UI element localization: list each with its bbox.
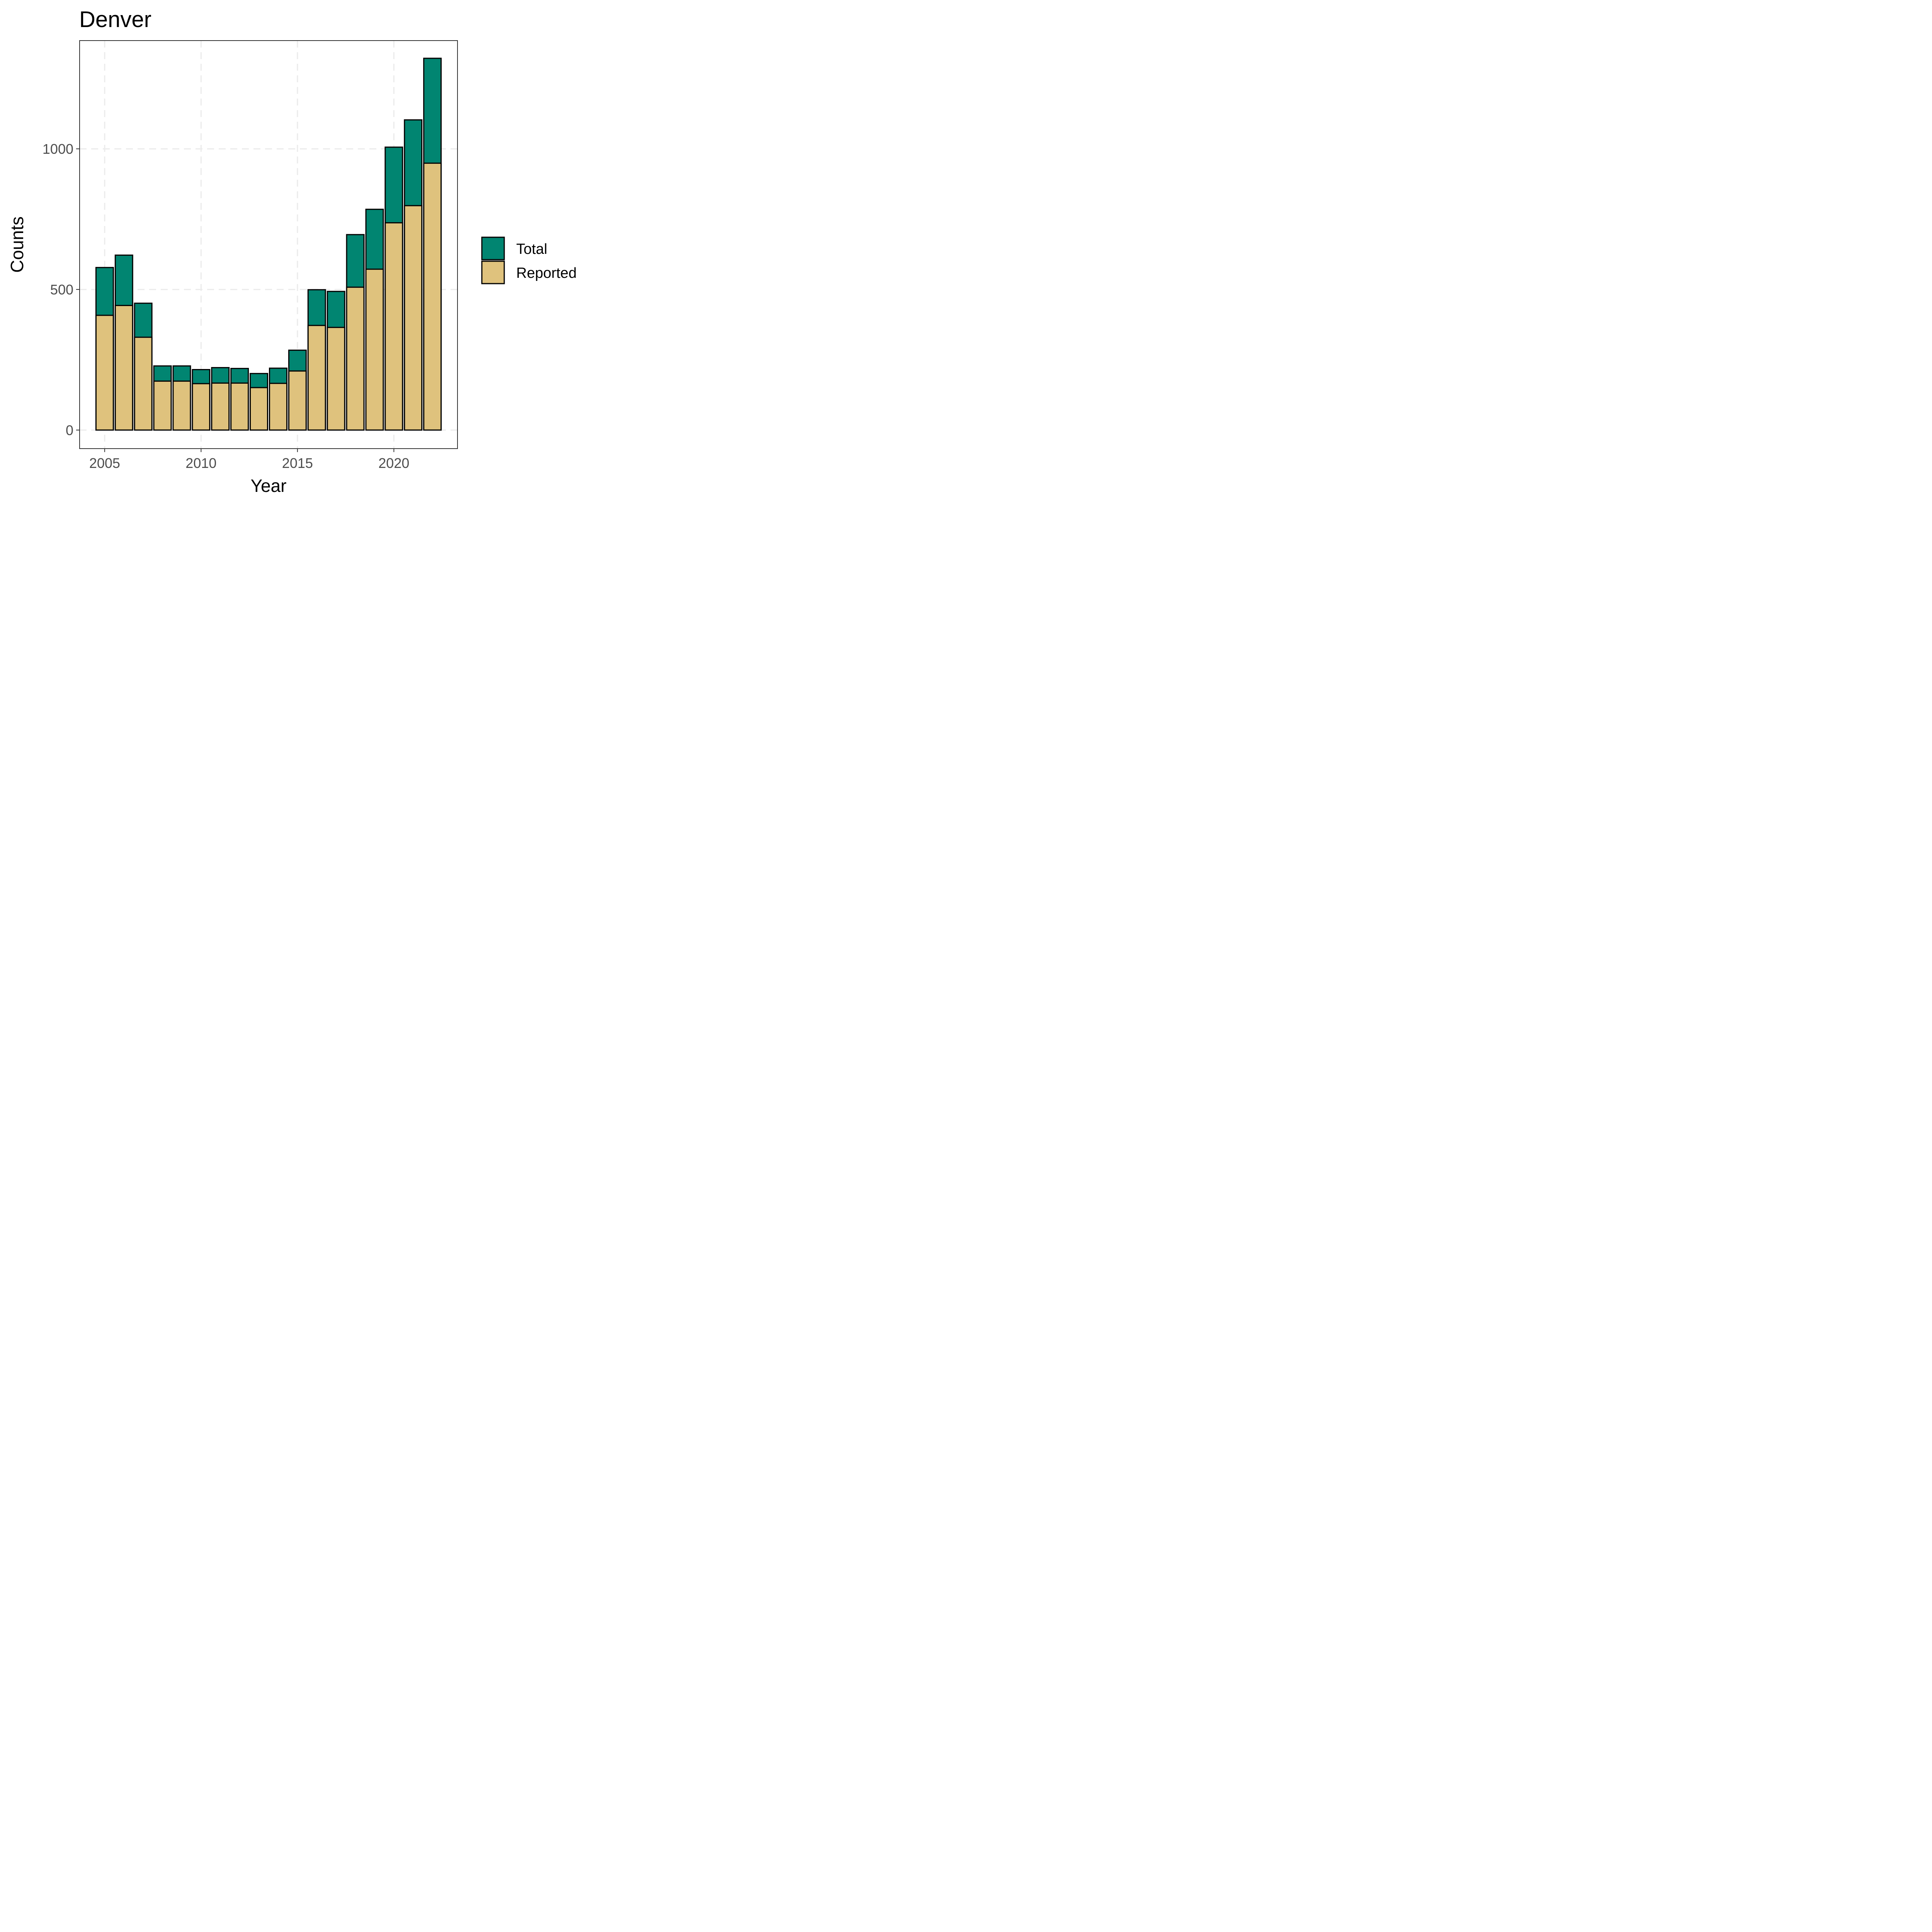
bar-reported-2008 [153,380,172,431]
y-tick-label: 1000 [43,141,73,157]
x-tick-label: 2005 [89,455,120,471]
bar-reported-2011 [211,382,230,431]
bar-reported-2019 [365,269,384,431]
bar-reported-2022 [423,162,442,431]
legend-label-reported: Reported [516,265,577,281]
x-tick-label: 2020 [378,455,409,471]
bar-reported-2007 [134,337,153,431]
y-axis-title: Counts [7,216,27,273]
bar-reported-2018 [346,286,365,431]
x-axis-title: Year [251,476,287,496]
bar-reported-2012 [230,382,249,431]
bar-reported-2009 [172,380,191,431]
legend-key-reported [481,260,505,284]
y-tick-label: 0 [66,422,73,438]
bar-reported-2014 [269,383,287,431]
bar-reported-2015 [288,370,307,431]
bar-reported-2020 [384,222,403,431]
bars [95,58,442,431]
bar-reported-2006 [114,305,133,431]
bar-reported-2013 [250,387,269,431]
legend-key-total [481,236,505,260]
bar-reported-2017 [327,327,345,431]
chart-title: Denver [79,7,151,32]
y-axis: 0 500 1000 [43,141,80,438]
x-axis: 2005 2010 2015 2020 [89,449,409,471]
legend-label-total: Total [516,241,547,257]
plot-panel-border [79,40,458,449]
bar-reported-2005 [95,315,114,431]
bar-chart: Denver 2005 2010 2015 2020 0 500 1000 Year Co… [0,0,597,498]
bar-reported-2021 [404,205,423,431]
bar-reported-2016 [307,325,326,431]
y-tick-label: 500 [50,282,73,298]
x-tick-label: 2015 [282,455,313,471]
legend: Total Reported [481,236,577,284]
bar-reported-2010 [192,383,211,431]
x-tick-label: 2010 [185,455,216,471]
